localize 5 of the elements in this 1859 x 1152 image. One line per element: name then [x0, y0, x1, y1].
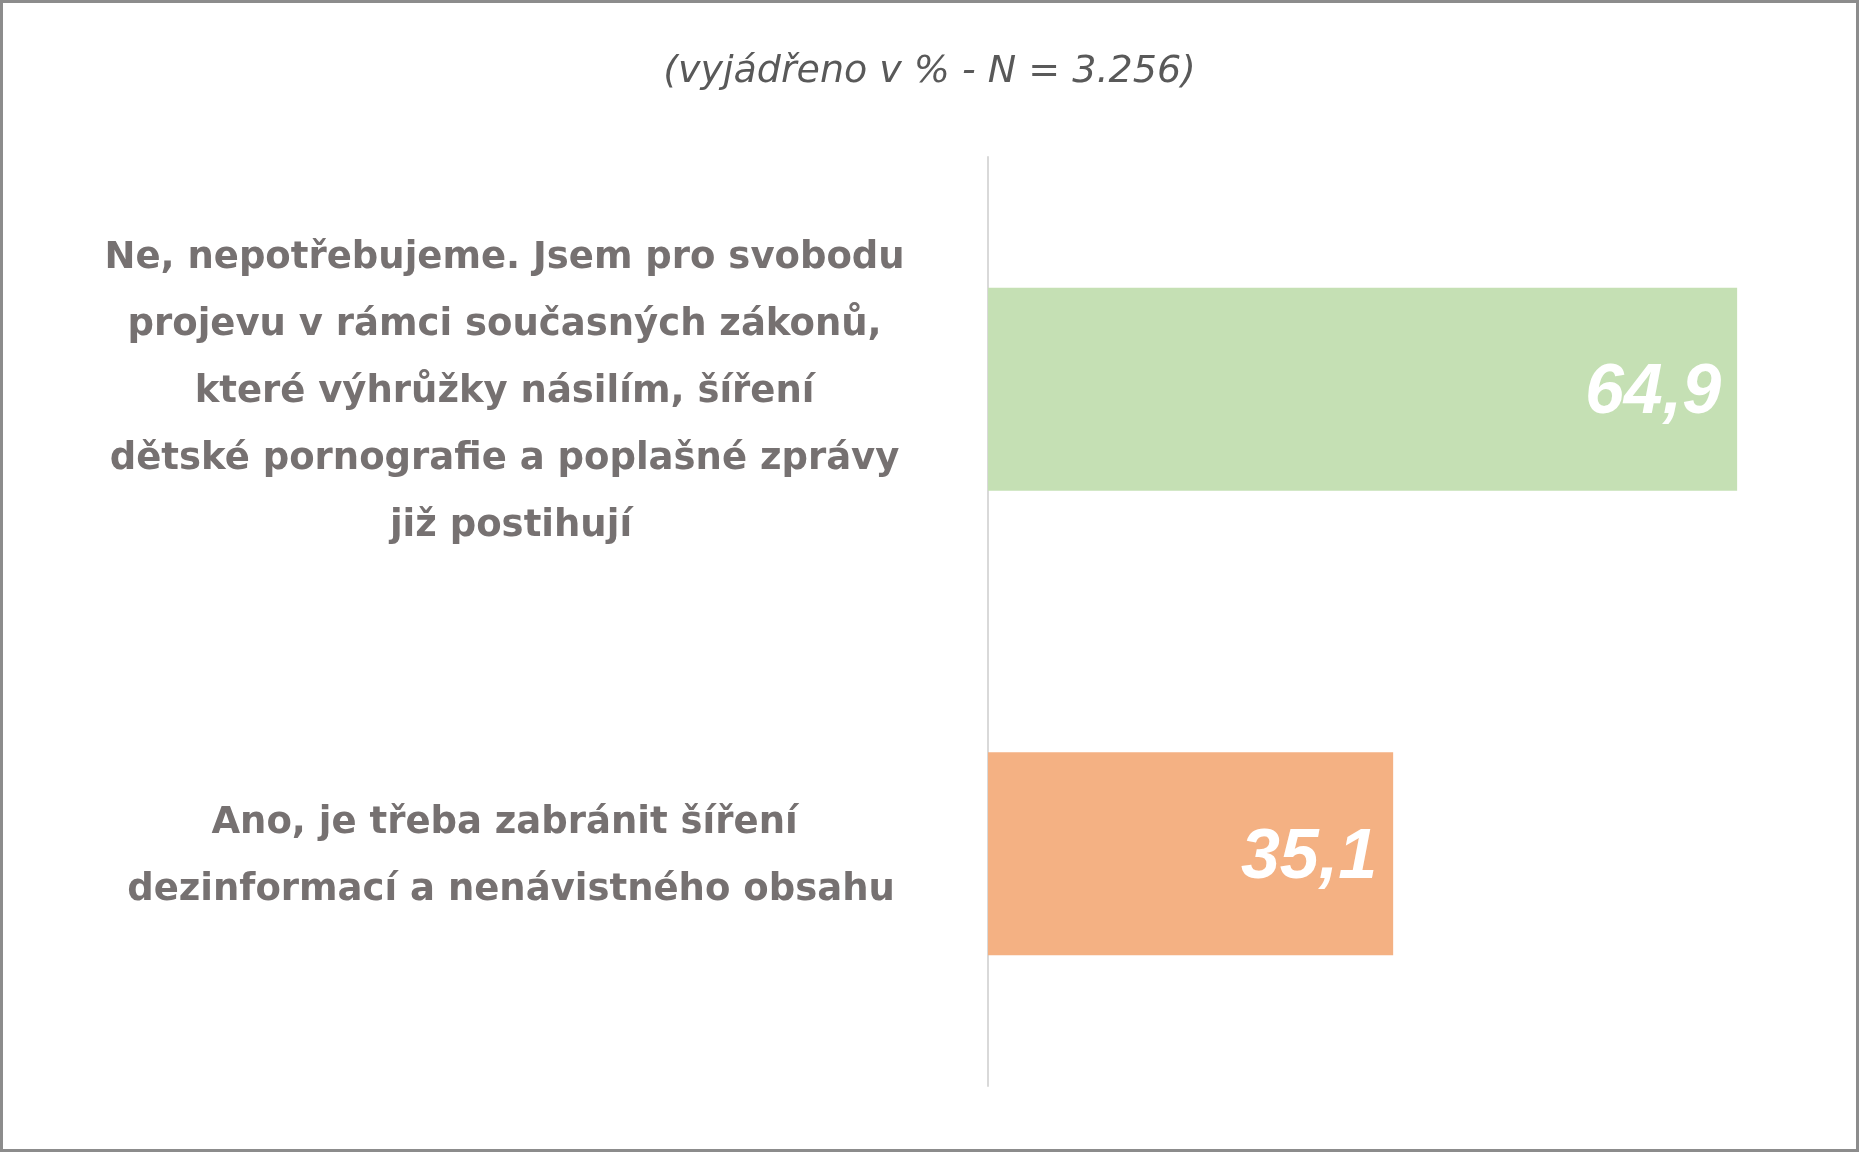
chart-title: (vyjádřeno v % - N = 3.256)	[663, 47, 1196, 91]
data-label: 35,1	[1240, 814, 1378, 893]
y-tick-label: Ne, nepotřebujeme. Jsem pro svobodu projevu v rámci současných zákonů, které výhrůžky násilím, šíření dětské pornografie a poplašné zprávy již postihují	[104, 233, 918, 545]
data-label: 64,9	[1584, 350, 1722, 429]
y-tick-label: Ano, je třeba zabránit šíření dezinformací a nenávistného obsahu	[127, 798, 895, 909]
